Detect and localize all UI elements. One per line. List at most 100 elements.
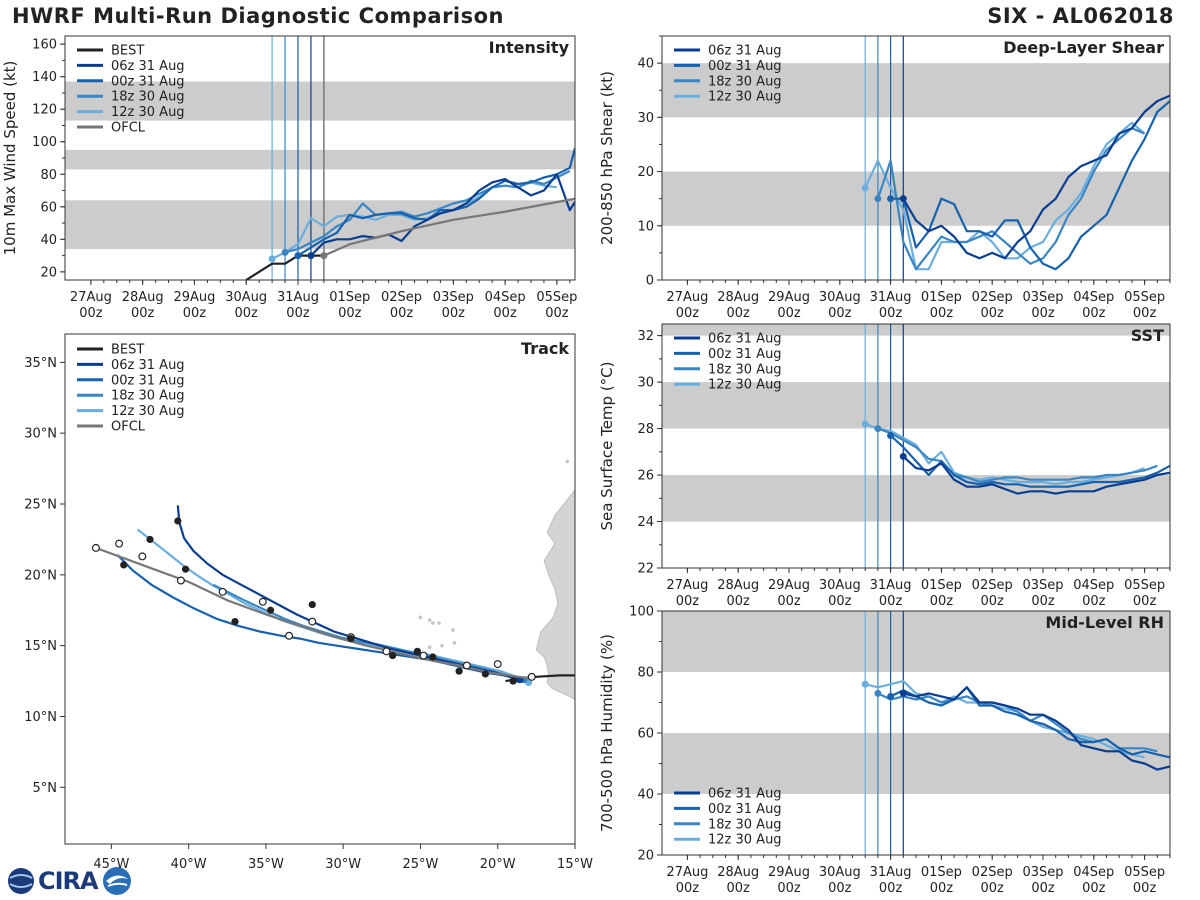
island	[452, 641, 457, 645]
intensity-ytick-label: 160	[32, 38, 57, 53]
track-marker-filled	[429, 653, 437, 661]
rh-xtick-label-hour: 00z	[777, 881, 801, 896]
africa-coast	[535, 488, 575, 701]
sst-series-start-run00z31	[887, 432, 895, 440]
shear-series-start-run00z31	[887, 195, 895, 203]
intensity-xtick-label-hour: 00z	[286, 306, 310, 321]
shear-ylabel: 200-850 hPa Shear (kt)	[598, 71, 616, 245]
track-marker-open	[138, 552, 147, 561]
intensity-panel: 2040608010012014016027Aug00z28Aug00z29Au…	[1, 35, 577, 321]
sst-series-start-run18z30	[874, 425, 882, 433]
shear-ytick-label: 10	[637, 219, 654, 234]
intensity-legend-label: 00z 31 Aug	[111, 74, 185, 89]
intensity-ytick-label: 80	[40, 168, 57, 183]
intensity-series-ofcl	[323, 197, 575, 257]
shear-xtick-label: 05Sep	[1124, 290, 1165, 305]
intensity-title: Intensity	[489, 38, 570, 57]
cira-globe-icon	[8, 868, 34, 894]
sst-xtick-label: 28Aug	[717, 578, 759, 593]
rh-xtick-label: 02Sep	[972, 865, 1013, 880]
rh-xtick-label: 04Sep	[1073, 865, 1114, 880]
track-marker-filled	[455, 667, 463, 675]
intensity-ytick-label: 20	[40, 265, 57, 280]
intensity-legend-label: 06z 31 Aug	[111, 59, 185, 74]
rh-xtick-label-hour: 00z	[1133, 881, 1157, 896]
rh-xtick-label: 29Aug	[768, 865, 810, 880]
track-marker-open	[91, 543, 100, 552]
intensity-xtick-label: 01Sep	[329, 290, 370, 305]
island	[451, 628, 455, 632]
track-marker-open	[527, 672, 536, 681]
sst-xtick-label-hour: 00z	[1133, 594, 1157, 609]
rh-ytick-label: 100	[629, 605, 654, 620]
rh-legend-label: 12z 30 Aug	[708, 833, 782, 848]
track-xtick-label: 25°W	[403, 857, 439, 872]
track-marker-filled	[481, 670, 489, 678]
sst-xtick-label-hour: 00z	[930, 594, 954, 609]
shear-xtick-label: 31Aug	[870, 290, 912, 305]
shear-xtick-label: 28Aug	[717, 290, 759, 305]
intensity-xtick-label: 31Aug	[277, 290, 319, 305]
track-ytick-label: 10°N	[24, 710, 57, 725]
rh-xtick-label-hour: 00z	[727, 881, 751, 896]
track-xtick-label: 15°W	[557, 857, 593, 872]
intensity-xtick-label: 29Aug	[173, 290, 215, 305]
intensity-legend-label: OFCL	[111, 121, 146, 136]
rh-xtick-label: 27Aug	[666, 865, 708, 880]
shear-xtick-label: 27Aug	[666, 290, 708, 305]
track-marker-open	[308, 617, 317, 626]
shear-series-run00z31	[890, 100, 1170, 271]
intensity-series-run00z31	[297, 147, 575, 257]
intensity-xtick-label: 27Aug	[70, 290, 112, 305]
cira-swirl-icon	[102, 867, 131, 895]
track-marker-filled	[347, 634, 355, 643]
sst-ytick-label: 22	[637, 562, 654, 577]
rh-legend-label: 00z 31 Aug	[708, 802, 782, 817]
sst-xtick-label-hour: 00z	[676, 594, 700, 609]
sst-xtick-label: 01Sep	[921, 578, 962, 593]
sst-legend-label: 18z 30 Aug	[708, 362, 782, 377]
rh-xtick-label-hour: 00z	[1031, 881, 1055, 896]
rh-xtick-label-hour: 00z	[879, 881, 903, 896]
sst-xtick-label: 30Aug	[819, 578, 861, 593]
rh-ytick-label: 40	[637, 788, 654, 803]
shear-xtick-label-hour: 00z	[981, 306, 1005, 321]
track-marker-filled	[509, 677, 517, 685]
rh-ylabel: 700-500 hPa Humidity (%)	[598, 634, 616, 832]
track-series-ofcl	[95, 546, 529, 680]
track-marker-filled	[231, 617, 239, 626]
shear-band	[662, 171, 1170, 226]
shear-xtick-label-hour: 00z	[930, 306, 954, 321]
sst-series-run18z30	[877, 427, 1158, 484]
rh-xtick-label-hour: 00z	[930, 881, 954, 896]
sst-xtick-label-hour: 00z	[1031, 594, 1055, 609]
sst-xtick-label-hour: 00z	[727, 594, 751, 609]
rh-plot-area	[662, 611, 1170, 855]
shear-series-start-run06z31	[899, 195, 907, 203]
rh-ytick-label: 80	[637, 666, 654, 681]
shear-series-start-run12z30	[861, 184, 869, 192]
sst-title: SST	[1131, 326, 1164, 345]
track-marker-filled	[389, 651, 397, 660]
track-marker-open	[285, 631, 294, 640]
shear-title: Deep-Layer Shear	[1003, 38, 1164, 57]
track-series-run06z31	[176, 505, 520, 681]
shear-xtick-label: 30Aug	[819, 290, 861, 305]
sst-series-run06z31	[902, 455, 1170, 495]
rh-xtick-label: 31Aug	[870, 865, 912, 880]
sst-ytick-label: 32	[637, 329, 654, 344]
island	[437, 621, 441, 625]
sst-xtick-label: 02Sep	[972, 578, 1013, 593]
track-marker-filled	[413, 647, 421, 655]
track-legend-label: 00z 31 Aug	[111, 373, 185, 388]
shear-ytick-label: 30	[637, 111, 654, 126]
intensity-series-run06z31	[310, 173, 575, 257]
island	[427, 618, 432, 622]
sst-legend-label: 12z 30 Aug	[708, 378, 782, 393]
shear-xtick-label-hour: 00z	[777, 306, 801, 321]
rh-ytick-label: 60	[637, 727, 654, 742]
intensity-xtick-label-hour: 00z	[338, 306, 362, 321]
shear-band	[662, 63, 1170, 118]
intensity-plot-area	[65, 36, 575, 280]
track-title: Track	[521, 339, 569, 358]
